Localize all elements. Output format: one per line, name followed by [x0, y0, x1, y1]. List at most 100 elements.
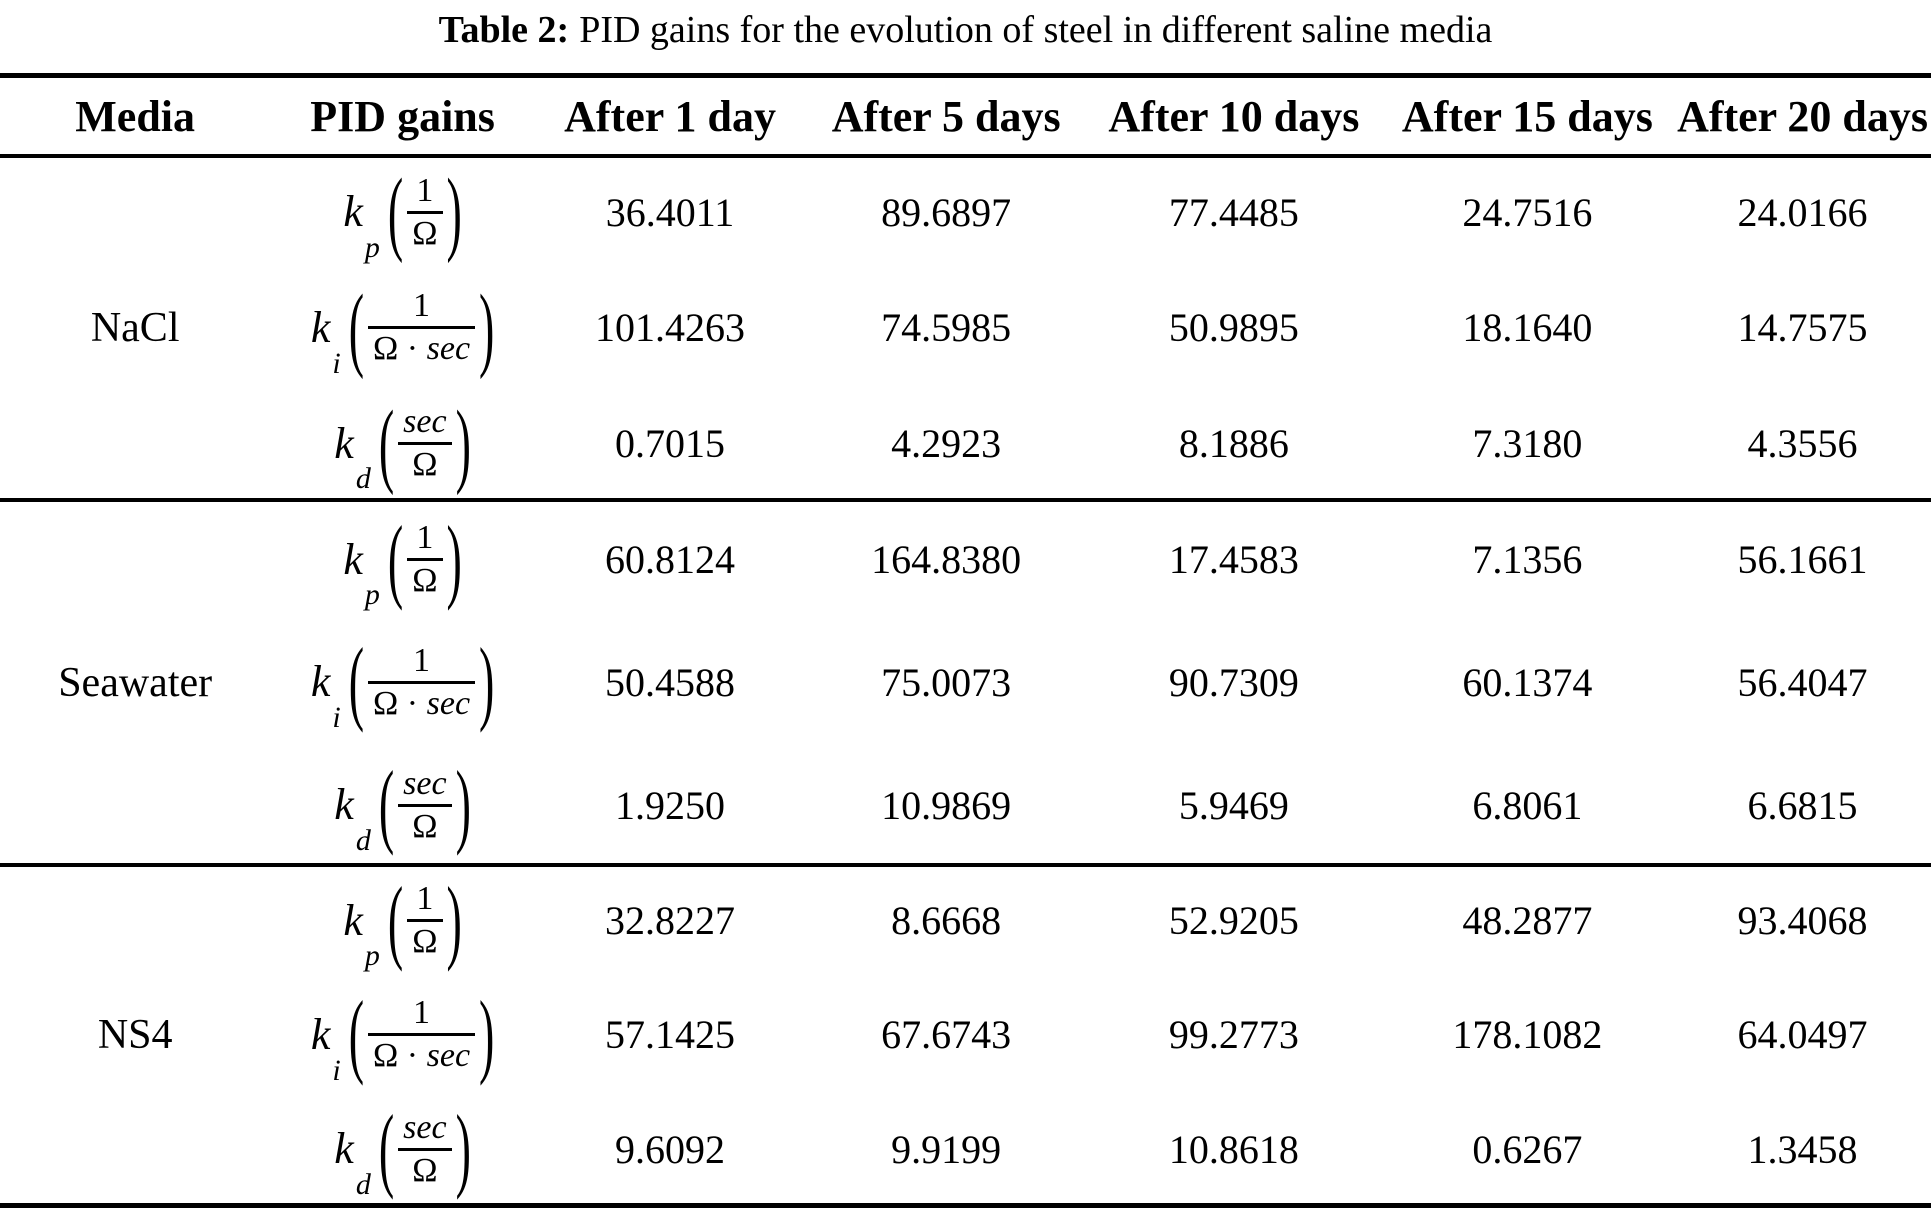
denominator-part: Ω	[373, 1037, 399, 1075]
denominator-part: sec	[426, 330, 471, 368]
gain-value: 6.6815	[1747, 782, 1858, 828]
gain-formula: k d(sec Ω)	[270, 389, 535, 498]
numerator: 1	[411, 519, 438, 557]
numerator-part: 1	[416, 519, 434, 557]
gain-value: 52.9205	[1168, 898, 1299, 944]
gain-value: 57.1425	[605, 1012, 736, 1058]
close-paren: )	[446, 867, 462, 973]
gain-value: 7.3180	[1472, 421, 1583, 466]
gain-value: 10.8618	[1168, 1126, 1299, 1172]
open-paren: (	[348, 981, 365, 1087]
caption-text: PID gains for the evolution of steel in …	[579, 9, 1493, 51]
numerator-part: 1	[413, 287, 431, 325]
fraction-bar	[407, 558, 443, 562]
media-group-seawater: Seawater k p(1 Ω) 60.8124 164.8380 17.4583 7.13…	[0, 502, 1931, 867]
k-symbol: k	[334, 418, 354, 468]
gain-value: 60.1374	[1462, 659, 1593, 705]
denominator-part: Ω	[412, 214, 438, 252]
header-row: Media PID gains After 1 day After 5 days…	[0, 78, 1931, 158]
col-header-after-15-days: After 15 days	[1401, 91, 1653, 141]
numerator: sec	[398, 1109, 451, 1147]
k-subscript: i	[332, 701, 341, 735]
caption-label: Table 2:	[438, 9, 570, 51]
gain-value: 60.8124	[605, 537, 736, 583]
fraction: sec Ω	[398, 765, 452, 846]
denominator-part: Ω	[412, 446, 438, 483]
close-paren: )	[479, 274, 495, 380]
k-symbol: k	[343, 187, 363, 237]
media-group-nacl: NaCl k p(1 Ω) 36.4011 89.6897 77.4485 24.7516 24…	[0, 158, 1931, 502]
gain-value: 1.9250	[615, 782, 726, 828]
gain-formula-math: k p(1 Ω)	[343, 512, 461, 610]
gain-formula-math: k i(1 Ω · sec)	[310, 280, 495, 378]
open-paren: (	[348, 274, 365, 380]
numerator-part: 1	[416, 171, 434, 209]
gain-formula: k i(1 Ω · sec)	[270, 618, 535, 748]
gain-value: 7.1356	[1472, 537, 1583, 583]
gain-value: 50.4588	[605, 659, 736, 705]
denominator: Ω	[407, 1152, 442, 1190]
denominator: Ω	[407, 923, 442, 961]
media-label: Seawater	[58, 659, 213, 706]
gain-formula: k p(1 Ω)	[270, 158, 535, 267]
numerator: sec	[398, 765, 451, 803]
denominator-part: ·	[398, 1037, 427, 1075]
table-body: NaCl k p(1 Ω) 36.4011 89.6897 77.4485 24.7516 24…	[0, 158, 1931, 1208]
fraction-bar	[398, 803, 452, 807]
gain-value: 0.7015	[615, 421, 726, 466]
gain-value: 164.8380	[871, 537, 1022, 583]
gain-formula: k i(1 Ω · sec)	[270, 267, 535, 389]
denominator-part: sec	[426, 1037, 471, 1075]
k-subscript: d	[355, 823, 371, 857]
open-paren: (	[378, 1095, 395, 1201]
k-symbol: k	[334, 1124, 354, 1174]
gain-value: 64.0497	[1737, 1012, 1868, 1058]
gain-formula: k p(1 Ω)	[270, 867, 535, 975]
k-symbol: k	[343, 534, 363, 584]
gain-value: 1.3458	[1747, 1126, 1858, 1172]
k-subscript: p	[364, 231, 380, 265]
gain-value: 0.6267	[1472, 1126, 1583, 1172]
col-header-after-5-days: After 5 days	[831, 91, 1061, 141]
fraction-bar	[407, 919, 443, 923]
denominator-part: Ω	[412, 562, 438, 600]
gain-value: 67.6743	[881, 1012, 1012, 1058]
gain-value: 24.0166	[1737, 189, 1868, 235]
denominator-part: Ω	[373, 330, 399, 368]
numerator: 1	[408, 287, 435, 325]
close-paren: )	[446, 159, 462, 264]
gain-value: 6.8061	[1472, 782, 1583, 828]
col-header-after-10-days: After 10 days	[1108, 91, 1360, 141]
gain-value: 9.9199	[891, 1126, 1002, 1172]
gain-value: 50.9895	[1168, 305, 1299, 351]
k-subscript: d	[355, 462, 371, 496]
gain-value: 178.1082	[1452, 1012, 1603, 1058]
denominator-part: Ω	[412, 1151, 438, 1189]
k-symbol: k	[310, 302, 331, 352]
gain-value: 93.4068	[1737, 898, 1868, 944]
open-paren: (	[387, 867, 404, 973]
numerator-part: sec	[403, 402, 447, 440]
media-label: NS4	[97, 1012, 173, 1058]
gain-value: 89.6897	[881, 189, 1012, 235]
media-label: NaCl	[90, 305, 180, 351]
numerator: 1	[408, 994, 435, 1032]
fraction-bar	[368, 680, 476, 684]
denominator-part: sec	[426, 684, 471, 722]
gain-value: 17.4583	[1168, 537, 1299, 583]
denominator: Ω · sec	[368, 1037, 475, 1075]
denominator: Ω	[407, 808, 442, 846]
gain-value: 8.6668	[891, 898, 1002, 944]
col-header-after-1-day: After 1 day	[564, 91, 776, 141]
close-paren: )	[446, 506, 462, 612]
close-paren: )	[479, 629, 495, 734]
denominator-part: ·	[398, 684, 427, 722]
table-caption: Table 2: PID gains for the evolution of s…	[0, 8, 1931, 54]
numerator: 1	[411, 880, 438, 918]
